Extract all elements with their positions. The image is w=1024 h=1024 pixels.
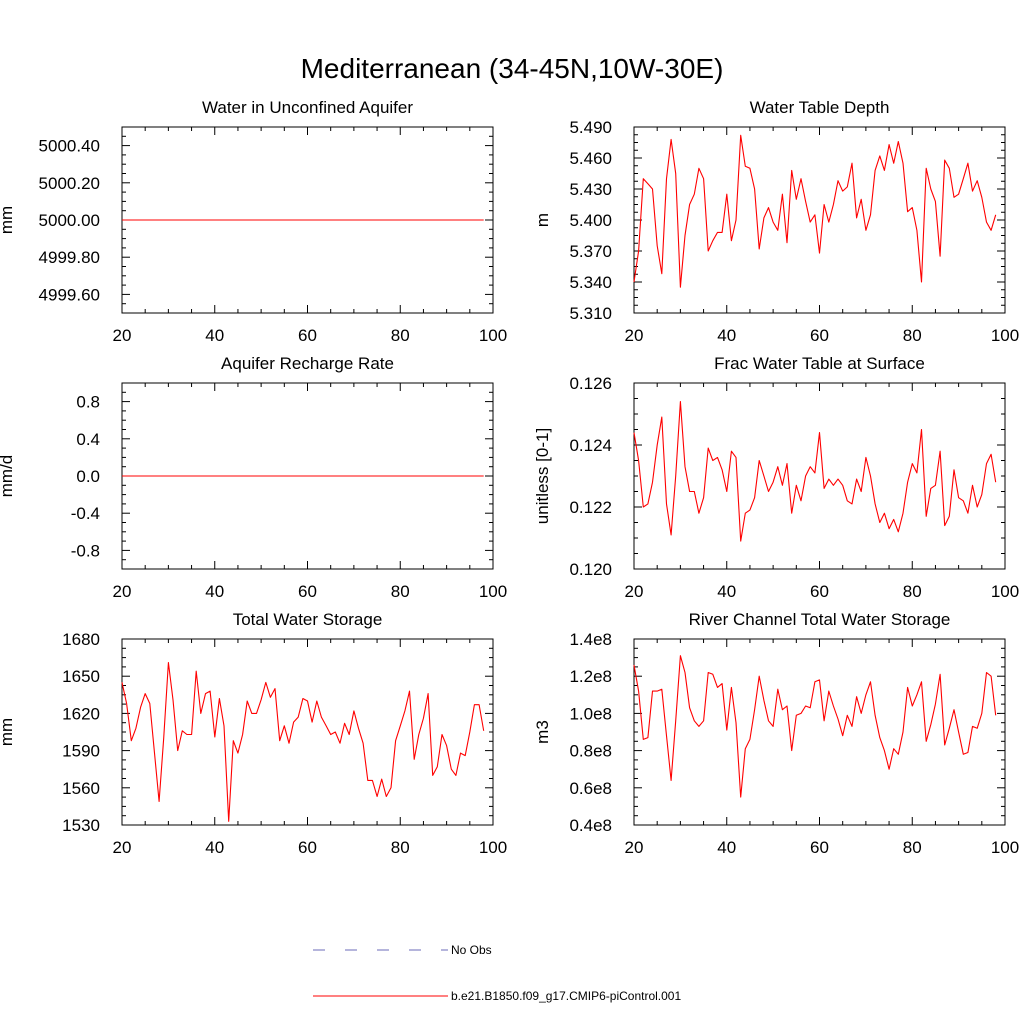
x-tick-label: 20 [113,326,132,345]
x-tick-label: 40 [205,326,224,345]
panel-6: River Channel Total Water Storage m3 20 40 6… [533,610,1019,857]
panel-1: Water in Unconfined Aquifer mm 20 40 60 80 100… [0,98,507,345]
x-tick-label: 20 [625,582,644,601]
y-axis-label: mm [0,718,16,746]
legend-model-label: b.e21.B1850.f09_g17.CMIP6-piControl.001 [451,989,681,1003]
plot-frame [633,382,1006,570]
y-tick-label: 0.8 [76,393,100,412]
x-tick-label: 40 [717,326,736,345]
x-tick-label: 100 [991,838,1019,857]
panel-3: Aquifer Recharge Rate mm/d 20 40 60 80 100 -0.8… [0,354,507,601]
panel-title: Water Table Depth [750,98,890,117]
y-tick-label: -0.8 [71,541,100,560]
x-tick-label: 20 [625,326,644,345]
y-axis-label: mm/d [0,455,16,498]
panel-title: Aquifer Recharge Rate [221,354,394,373]
y-tick-label: 5.370 [569,242,612,261]
y-tick-label: 0.0 [76,467,100,486]
y-axis-label: m [533,213,552,227]
x-tick-label: 80 [903,582,922,601]
y-tick-label: 5000.20 [39,174,100,193]
y-tick-label: 0.8e8 [569,742,612,761]
y-tick-label: 5.310 [569,304,612,323]
y-tick-label: 0.6e8 [569,779,612,798]
y-tick-label: 1650 [62,667,100,686]
x-tick-label: 40 [205,582,224,601]
y-tick-label: 0.122 [569,498,612,517]
x-tick-label: 20 [113,582,132,601]
x-tick-label: 80 [391,326,410,345]
model-series-line [633,134,997,288]
x-tick-label: 20 [113,838,132,857]
x-tick-label: 80 [391,582,410,601]
x-tick-label: 40 [717,582,736,601]
figure-title: Mediterranean (34-45N,10W-30E) [301,53,724,84]
y-axis-label: mm [0,206,16,234]
y-tick-label: 1590 [62,742,100,761]
plot-frame [633,638,1006,826]
panels: Water in Unconfined Aquifer mm 20 40 60 80 100… [0,98,1019,857]
y-tick-label: 5.490 [569,118,612,137]
y-tick-label: 0.126 [569,374,612,393]
panel-title: Frac Water Table at Surface [714,354,925,373]
x-tick-label: 20 [625,838,644,857]
y-axis-label: unitless [0-1] [533,428,552,524]
x-tick-label: 40 [205,838,224,857]
x-tick-label: 80 [903,838,922,857]
y-tick-label: 1560 [62,779,100,798]
x-tick-label: 60 [298,582,317,601]
y-tick-label: 1620 [62,704,100,723]
x-tick-label: 80 [391,838,410,857]
y-tick-label: 1530 [62,816,100,835]
panel-2: Water Table Depth m 20 40 60 80 100 5.310 5.340 5… [533,98,1019,345]
y-tick-label: 0.4 [76,430,100,449]
x-tick-label: 40 [717,838,736,857]
x-tick-label: 100 [991,326,1019,345]
x-tick-label: 80 [903,326,922,345]
legend-obs-label: No Obs [451,943,492,957]
y-tick-label: 4999.60 [39,285,100,304]
panel-title: Water in Unconfined Aquifer [202,98,413,117]
model-series-line [633,655,997,798]
x-tick-label: 100 [479,582,507,601]
x-tick-label: 100 [991,582,1019,601]
x-tick-label: 60 [810,326,829,345]
plot-frame [633,126,1006,314]
panel-4: Frac Water Table at Surface unitless [0-1… [533,354,1019,601]
plot-frame [121,638,494,826]
x-tick-label: 60 [810,838,829,857]
y-tick-label: 5.400 [569,211,612,230]
x-tick-label: 100 [479,326,507,345]
y-tick-label: 0.4e8 [569,816,612,835]
y-axis-label: m3 [533,720,552,744]
x-tick-label: 60 [298,326,317,345]
y-tick-label: 5000.40 [39,137,100,156]
x-tick-label: 100 [479,838,507,857]
y-tick-label: 0.124 [569,436,612,455]
panel-5: Total Water Storage mm 20 40 60 80 100 1530 1560… [0,610,507,857]
y-tick-label: 5000.00 [39,211,100,230]
y-tick-label: 0.120 [569,560,612,579]
y-tick-label: 1.2e8 [569,667,612,686]
y-tick-label: 4999.80 [39,248,100,267]
x-tick-label: 60 [810,582,829,601]
model-series-line [633,401,997,542]
y-tick-label: 5.430 [569,180,612,199]
y-tick-label: -0.4 [71,504,100,523]
x-tick-label: 60 [298,838,317,857]
y-tick-label: 5.460 [569,149,612,168]
y-tick-label: 5.340 [569,273,612,292]
legend: No Obs b.e21.B1850.f09_g17.CMIP6-piContr… [313,943,681,1003]
panel-title: River Channel Total Water Storage [689,610,951,629]
model-series-line [121,662,485,822]
y-tick-label: 1.0e8 [569,704,612,723]
panel-title: Total Water Storage [233,610,383,629]
y-tick-label: 1680 [62,630,100,649]
y-tick-label: 1.4e8 [569,630,612,649]
